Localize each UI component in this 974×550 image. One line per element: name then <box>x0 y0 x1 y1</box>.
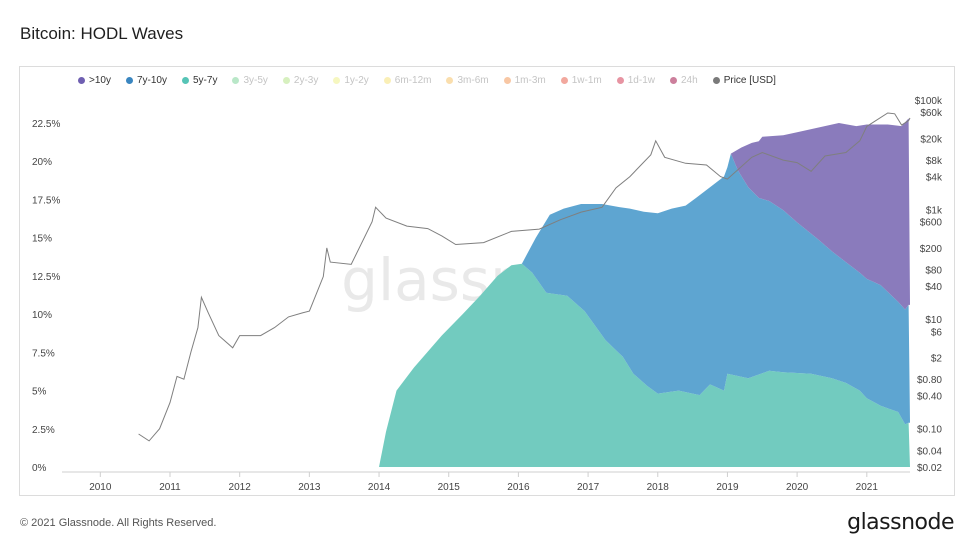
legend-label: 1y-2y <box>344 74 369 86</box>
legend-item-9[interactable]: 1w-1m <box>560 73 602 87</box>
y-right-tick-label: $80 <box>925 266 942 277</box>
legend-item-5[interactable]: 1y-2y <box>333 73 369 87</box>
y-right-tick-label: $40 <box>925 282 942 293</box>
x-tick-label: 2019 <box>716 482 739 493</box>
legend-label: 5y-7y <box>192 74 218 86</box>
x-tick-label: 2012 <box>229 482 252 493</box>
legend-label: Price [USD] <box>723 74 776 86</box>
y-right-tick-label: $10 <box>925 315 942 326</box>
legend-item-0[interactable]: >10y <box>78 73 111 87</box>
chart-legend: >10y 7y-10y 5y-7y 3y-5y 2y-3y 1y-2y 6m-12m 3m-6… <box>78 73 791 87</box>
legend-dot <box>383 76 391 84</box>
legend-dot <box>333 76 341 84</box>
glassnode-logo[interactable]: glassnode <box>847 510 954 535</box>
legend-label: 3y-5y <box>243 74 268 86</box>
y-right-tick-label: $0.40 <box>917 392 942 403</box>
legend-item-3[interactable]: 3y-5y <box>232 73 268 87</box>
y-right-tick-label: $600 <box>920 218 943 229</box>
y-tick-label: 22.5% <box>32 119 60 130</box>
y-right-tick-label: $20k <box>920 134 943 145</box>
legend-dot <box>446 76 454 84</box>
y-right-tick-label: $60k <box>920 108 943 119</box>
y-right-tick-label: $8k <box>926 156 943 167</box>
area-5y-7y <box>379 263 910 467</box>
y-tick-label: 2.5% <box>32 425 55 436</box>
legend-label: 1d-1w <box>627 74 655 86</box>
y-tick-label: 20% <box>32 157 52 168</box>
x-tick-label: 2016 <box>507 482 530 493</box>
legend-item-2[interactable]: 5y-7y <box>181 73 218 87</box>
x-tick-label: 2013 <box>298 482 321 493</box>
legend-dot <box>503 76 511 84</box>
y-axis-right: $0.02 $0.04 $0.10 $0.40 $0.80 $2 $6$10 $40 $80 $2… <box>915 96 943 474</box>
y-right-tick-label: $1k <box>926 206 943 217</box>
y-right-tick-label: $0.02 <box>917 463 942 474</box>
legend-label: >10y <box>89 74 111 86</box>
y-axis-left: 0% 2.5% 5% 7.5% 10% 12.5% 15% 17.5% 20% 22.5% <box>32 119 60 474</box>
chart-title: Bitcoin: HODL Waves <box>20 24 184 43</box>
legend-label: 1w-1m <box>571 74 602 86</box>
legend-item-7[interactable]: 3m-6m <box>446 73 489 87</box>
x-tick-label: 2021 <box>856 482 879 493</box>
legend-label: 1m-3m <box>514 74 546 86</box>
legend-dot <box>125 76 133 84</box>
price-line-group <box>138 112 911 442</box>
y-right-tick-label: $0.04 <box>917 447 942 458</box>
legend-label: 2y-3y <box>293 74 319 86</box>
legend-dot <box>560 76 568 84</box>
y-tick-label: 12.5% <box>32 272 60 283</box>
legend-item-8[interactable]: 1m-3m <box>503 73 546 87</box>
y-right-tick-label: $0.10 <box>917 425 942 436</box>
x-tick-label: 2014 <box>368 482 391 493</box>
legend-item-12[interactable]: Price [USD] <box>712 73 776 87</box>
legend-item-4[interactable]: 2y-3y <box>282 73 319 87</box>
y-right-tick-label: $6 <box>931 327 943 338</box>
x-tick-label: 2018 <box>647 482 670 493</box>
y-tick-label: 17.5% <box>32 195 60 206</box>
y-right-tick-label: $2 <box>931 353 943 364</box>
area-series-group <box>379 118 910 467</box>
y-tick-label: 5% <box>32 387 47 398</box>
price-line <box>138 112 911 442</box>
legend-dot <box>712 76 720 84</box>
x-tick-label: 2015 <box>438 482 461 493</box>
x-axis: 2010 2011 2012 2013 2014 2015 2016 2017 2018 2019… <box>62 471 910 493</box>
x-tick-label: 2020 <box>786 482 809 493</box>
x-tick-label: 2011 <box>159 482 181 493</box>
y-right-tick-label: $200 <box>920 244 943 255</box>
legend-label: 3m-6m <box>457 74 489 86</box>
y-right-tick-label: $0.80 <box>917 375 942 386</box>
y-tick-label: 10% <box>32 310 52 321</box>
y-tick-label: 15% <box>32 234 52 245</box>
legend-dot <box>232 76 240 84</box>
legend-item-1[interactable]: 7y-10y <box>125 73 167 87</box>
legend-label: 6m-12m <box>394 74 432 86</box>
y-tick-label: 0% <box>32 463 47 474</box>
copyright-footer: © 2021 Glassnode. All Rights Reserved. <box>20 517 217 529</box>
legend-dot <box>670 76 677 84</box>
y-right-tick-label: $4k <box>926 173 943 184</box>
legend-dot <box>78 76 85 84</box>
area--10y <box>730 118 910 310</box>
legend-label: 24h <box>681 74 698 86</box>
legend-item-11[interactable]: 24h <box>670 73 698 87</box>
legend-label: 7y-10y <box>136 74 167 86</box>
legend-dot <box>282 76 290 84</box>
area-7y-10y <box>518 153 910 425</box>
x-tick-label: 2010 <box>89 482 112 493</box>
y-right-tick-label: $100k <box>915 96 943 107</box>
legend-item-10[interactable]: 1d-1w <box>616 73 655 87</box>
legend-item-6[interactable]: 6m-12m <box>383 73 432 87</box>
y-tick-label: 7.5% <box>32 348 55 359</box>
legend-dot <box>616 76 624 84</box>
x-tick-label: 2017 <box>577 482 600 493</box>
legend-dot <box>181 76 189 84</box>
